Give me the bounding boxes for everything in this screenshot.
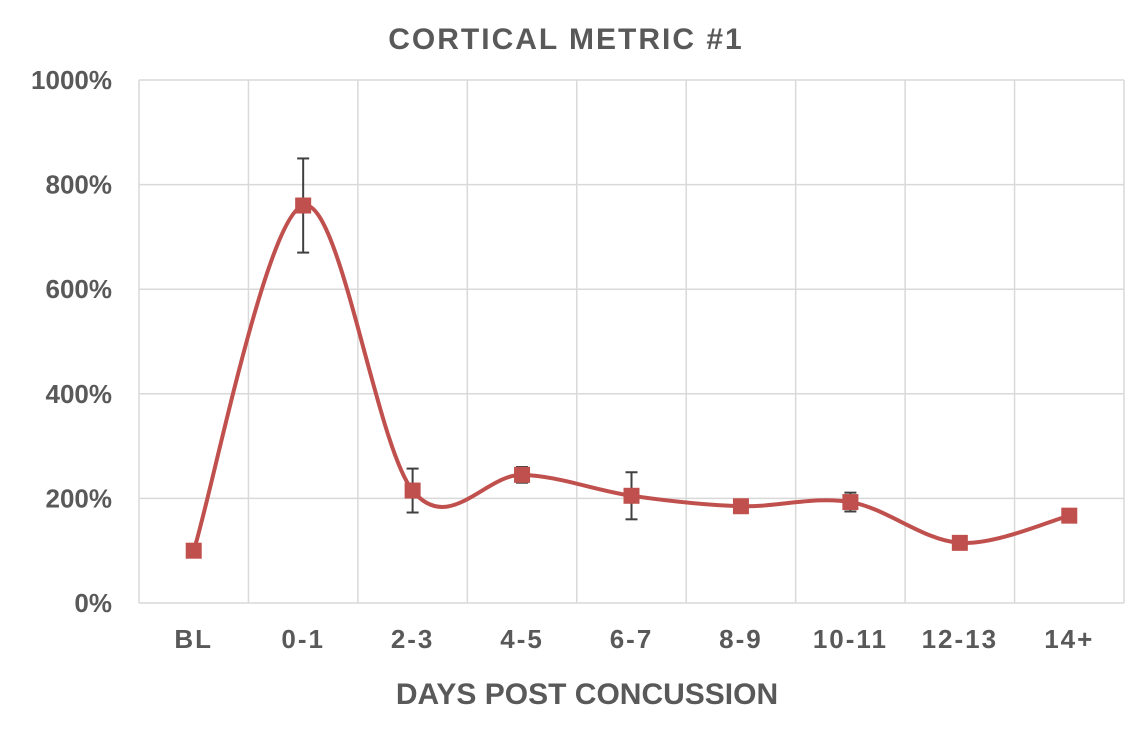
data-point xyxy=(1061,507,1078,524)
x-tick-label: 0-1 xyxy=(281,624,325,654)
gridlines xyxy=(138,79,1125,604)
data-point xyxy=(732,498,749,515)
y-tick-label: 0% xyxy=(74,588,112,618)
chart-title: CORTICAL METRIC #1 xyxy=(388,23,743,56)
data-point xyxy=(623,487,640,504)
data-point xyxy=(514,466,531,483)
x-tick-label: 4-5 xyxy=(500,624,544,654)
x-tick-label: 10-11 xyxy=(813,624,888,654)
y-tick-label: 600% xyxy=(46,274,113,304)
y-tick-label: 200% xyxy=(46,483,113,513)
x-tick-label: 6-7 xyxy=(610,624,654,654)
x-axis-ticks: BL 0-1 2-3 4-5 6-7 8-9 10-11 12-13 14+ xyxy=(174,624,1094,654)
y-tick-label: 1000% xyxy=(31,65,112,95)
y-tick-label: 400% xyxy=(46,379,113,409)
x-tick-label: 8-9 xyxy=(719,624,763,654)
data-point xyxy=(404,482,421,499)
series-group xyxy=(185,157,1078,559)
data-point xyxy=(295,197,312,214)
x-tick-label: 14+ xyxy=(1044,624,1094,654)
data-point xyxy=(951,534,968,551)
data-point xyxy=(842,494,859,511)
x-axis-title: DAYS POST CONCUSSION xyxy=(396,678,778,711)
x-tick-label: 12-13 xyxy=(922,624,999,654)
data-point xyxy=(185,542,202,559)
y-axis-ticks: 0% 200% 400% 600% 800% 1000% xyxy=(31,65,112,618)
x-tick-label: 2-3 xyxy=(391,624,435,654)
x-tick-label: BL xyxy=(174,624,213,654)
y-tick-label: 800% xyxy=(46,170,113,200)
